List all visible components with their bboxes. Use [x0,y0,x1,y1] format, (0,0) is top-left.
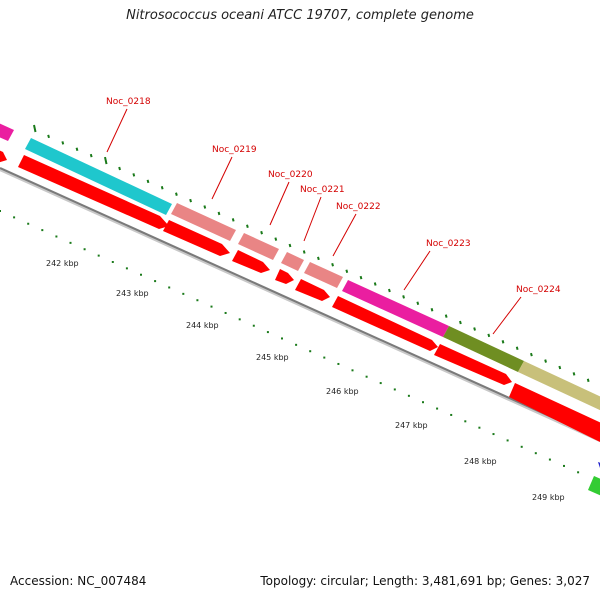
cds-arrow[interactable] [163,220,230,256]
minor-tick [47,134,50,139]
gene-bar-noc-0219[interactable] [171,203,236,241]
gene-leader-line [303,196,322,242]
gene-label[interactable]: Noc_0218 [106,97,151,107]
cds-arrow[interactable] [434,344,512,385]
gene-bar-noc-0220[interactable] [238,233,279,260]
minor-tick [473,327,476,331]
minor-tick [373,282,377,286]
minor-tick [530,352,533,357]
minor-tick [359,275,363,280]
minor-tick [430,307,434,312]
minor-tick [260,230,263,235]
minor-tick [302,250,306,254]
minor-tick [416,301,420,306]
minor-tick [288,243,292,248]
minor-tick [246,224,249,229]
gene-bar-left-magenta[interactable] [0,119,14,141]
backbone [0,167,600,442]
gene-label[interactable]: Noc_0222 [336,202,381,212]
minor-tick [217,211,221,216]
minor-tick [175,192,178,196]
gene-leader-line [492,296,522,335]
inner-tick-marks [0,210,580,474]
major-tick [33,124,37,133]
cds-arrow[interactable] [18,155,169,229]
kbp-label: 243 kbp [116,289,149,298]
cds-arrow-track [0,146,600,444]
minor-tick [487,333,491,338]
kbp-label: 245 kbp [256,353,289,362]
cds-arrow[interactable] [232,250,270,273]
gene-bar-noc-0223[interactable] [342,280,449,337]
gene-bar-noc-0224[interactable] [443,326,524,372]
cds-arrow[interactable] [0,146,7,163]
gene-label[interactable]: Noc_0221 [300,185,345,195]
minor-tick [203,205,207,209]
gene-label[interactable]: Noc_0223 [426,239,471,249]
minor-tick [388,288,391,293]
kbp-label: 244 kbp [186,321,219,330]
minor-tick [274,237,278,241]
gene-label[interactable]: Noc_0220 [268,170,313,180]
minor-tick [444,314,448,318]
kbp-label: 242 kbp [46,259,79,268]
cds-arrow[interactable] [509,383,600,444]
kbp-label: 247 kbp [395,421,428,430]
gene-leader-line [211,156,233,200]
minor-tick [146,179,150,184]
gene-leader-line [269,181,290,226]
minor-tick [402,295,405,299]
gene-label[interactable]: Noc_0219 [212,145,257,155]
map-title: Nitrosococcus oceani ATCC 19707, complet… [126,8,474,23]
minor-tick [501,340,505,344]
gene-leader-line [403,250,431,291]
gene-feature-track [0,119,600,412]
minor-tick [586,378,590,383]
gene-labels: Noc_0218 Noc_0219 Noc_0220 Noc_0221 Noc_0222… [106,97,561,335]
minor-tick [515,346,519,350]
minor-tick [317,256,320,261]
gene-bar-noc-0221[interactable] [281,252,304,271]
outer-tick-marks [33,124,590,383]
kbp-label: 246 kbp [326,387,359,396]
minor-tick [189,198,192,203]
gene-leader-line [106,108,128,153]
minor-tick [160,186,164,190]
cds-arrow[interactable] [275,269,294,284]
minor-tick [459,320,462,325]
kbp-label: 249 kbp [532,493,565,502]
gene-bar-noc-0218[interactable] [25,138,172,215]
major-tick [104,156,108,165]
minor-tick [75,147,79,152]
kbp-label: 248 kbp [464,457,497,466]
cds-arrow[interactable] [332,296,438,351]
accession-text: Accession: NC_007484 [10,574,147,588]
minor-tick [331,263,334,267]
partial-features [588,462,600,497]
minor-tick [132,173,136,177]
minor-tick [572,372,576,376]
cds-arrow[interactable] [295,279,330,301]
kbp-scale-labels: 242 kbp 243 kbp 244 kbp 245 kbp 246 kbp 247 k… [46,259,565,502]
topology-text: Topology: circular; Length: 3,481,691 bp… [260,574,590,588]
minor-tick [544,359,547,363]
minor-tick [118,166,121,171]
minor-tick [89,153,93,158]
minor-tick [61,141,65,145]
gene-leader-line [332,213,357,257]
gene-bar-green[interactable] [588,476,600,497]
gene-bar-khaki[interactable] [518,361,600,412]
gene-bar-noc-0222[interactable] [304,262,343,288]
minor-tick [231,218,235,222]
gene-label[interactable]: Noc_0224 [516,285,561,295]
minor-tick [558,365,562,370]
minor-tick [345,269,349,273]
